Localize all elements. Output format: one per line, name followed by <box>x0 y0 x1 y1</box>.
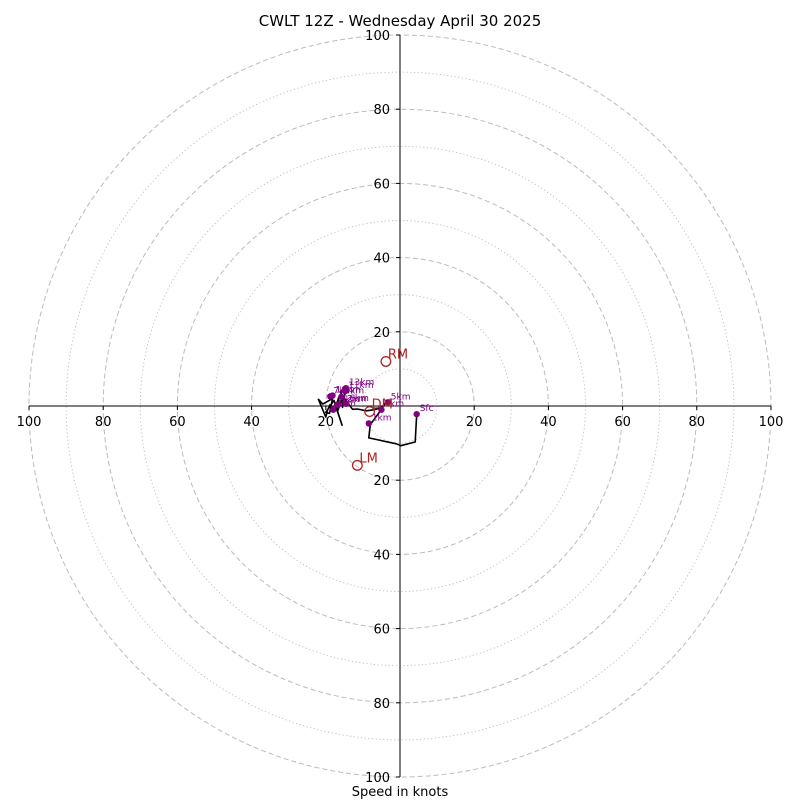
y-tick-label: 80 <box>373 697 390 712</box>
height-point <box>330 406 337 413</box>
y-tick-label: 40 <box>373 252 390 267</box>
x-tick-label: 60 <box>169 415 186 430</box>
height-point-label: 13km <box>349 378 374 388</box>
height-point-label: 3km <box>384 400 404 410</box>
axes <box>29 35 771 777</box>
storm-motion-marker <box>380 356 392 367</box>
x-tick-label: 80 <box>689 415 706 430</box>
height-point <box>327 393 334 400</box>
x-tick-label: 20 <box>318 415 335 430</box>
x-tick-label: 100 <box>759 415 784 430</box>
x-tick-label: 20 <box>466 415 483 430</box>
height-point-label: 11km <box>348 381 373 391</box>
height-point-label: 7km <box>333 386 353 396</box>
x-tick-label: 40 <box>243 415 260 430</box>
storm-motion-label: LM <box>359 451 377 466</box>
height-point-label: 8km <box>344 387 364 397</box>
wind-trace <box>317 385 418 447</box>
y-tick-label: 80 <box>373 103 390 118</box>
y-tick-label: 100 <box>365 771 390 786</box>
y-tick-label: 60 <box>373 177 390 192</box>
storm-motion-marker <box>351 459 363 471</box>
height-point <box>338 393 345 400</box>
height-point-label: 9km <box>340 395 360 405</box>
chart-title: CWLT 12Z - Wednesday April 30 2025 <box>259 12 542 30</box>
y-tick-label: 60 <box>373 623 390 638</box>
y-tick-label: 40 <box>373 548 390 563</box>
height-point <box>335 401 342 408</box>
height-point-label: 4km <box>336 400 356 410</box>
y-tick-label: 20 <box>373 326 390 341</box>
hodograph-line <box>317 385 418 447</box>
y-tick-label: 100 <box>365 29 390 44</box>
height-points: Sfc1km3km5km6km8km9km10km11km12km7km13km… <box>327 378 434 427</box>
height-point <box>378 406 385 413</box>
x-tick-label: 80 <box>95 415 112 430</box>
height-point <box>342 384 350 392</box>
height-point-label: 12km <box>341 395 366 405</box>
height-point-label: 5km <box>391 392 411 402</box>
storm-motions: RM LM DM <box>351 347 408 471</box>
tick-labels: 100 100 80 80 60 60 40 40 20 20 20 20 40 40 60 60 80 80 10… <box>17 29 784 786</box>
x-tick-label: 40 <box>540 415 557 430</box>
storm-motion-marker <box>364 406 376 418</box>
x-axis-label: Speed in knots <box>352 785 449 800</box>
height-point-label: 1km <box>372 413 392 423</box>
height-point-label: Sfc <box>420 404 434 414</box>
height-point <box>365 420 373 427</box>
storm-motion-label: DM <box>372 398 393 413</box>
height-point <box>343 400 350 407</box>
x-tick-label: 100 <box>17 415 42 430</box>
height-point <box>384 399 391 406</box>
height-point-label: 6km <box>349 394 369 404</box>
height-point <box>413 410 420 418</box>
x-tick-label: 60 <box>614 415 631 430</box>
storm-motion-label: RM <box>388 347 408 362</box>
y-tick-label: 20 <box>373 474 390 489</box>
